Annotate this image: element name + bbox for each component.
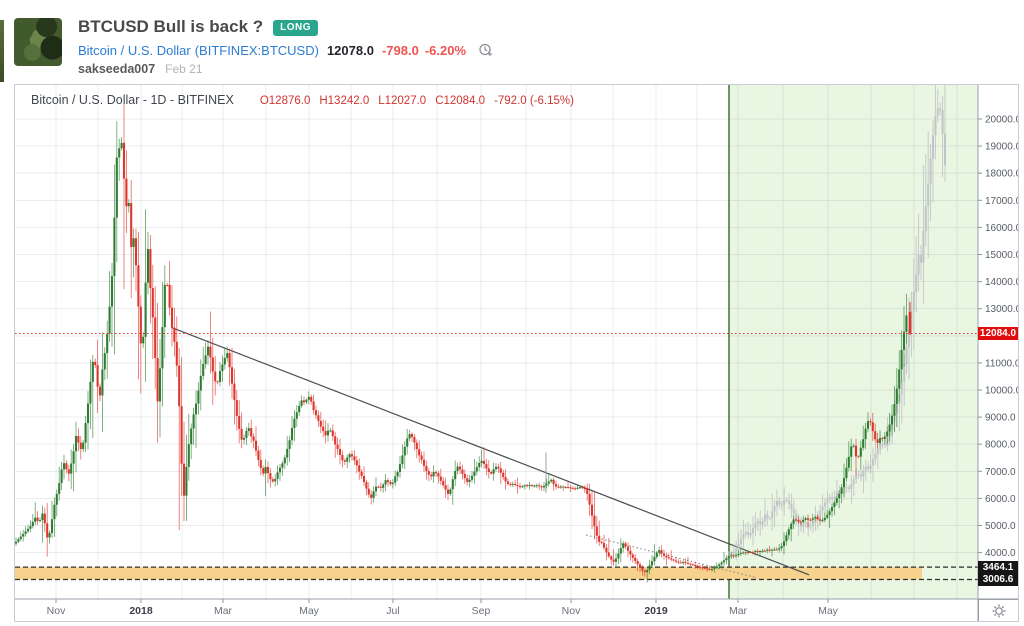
symbol-row: Bitcoin / U.S. Dollar (BITFINEX:BTCUSD) 12… bbox=[78, 42, 493, 60]
candlestick-series bbox=[15, 103, 912, 583]
svg-text:Nov: Nov bbox=[47, 605, 66, 617]
svg-text:May: May bbox=[818, 605, 839, 617]
svg-text:17000.0: 17000.0 bbox=[985, 196, 1018, 207]
title-row: BTCUSD Bull is back ? LONG bbox=[78, 17, 493, 39]
svg-text:7000.0: 7000.0 bbox=[985, 467, 1016, 478]
user-avatar[interactable] bbox=[14, 18, 62, 66]
svg-text:8000.0: 8000.0 bbox=[985, 440, 1016, 451]
chart-card: 4000.0 5000.0 6000.0 7000.0 8000.0 9000.0 1000… bbox=[14, 84, 1019, 622]
svg-text:5000.0: 5000.0 bbox=[985, 521, 1016, 532]
svg-text:Mar: Mar bbox=[214, 605, 233, 617]
svg-text:20000.0: 20000.0 bbox=[985, 115, 1018, 126]
ohlc-high: H13242.0 bbox=[319, 95, 370, 107]
price-chart[interactable]: 4000.0 5000.0 6000.0 7000.0 8000.0 9000.0 1000… bbox=[15, 85, 1018, 621]
ohlc-close: C12084.0 bbox=[435, 95, 486, 107]
svg-text:18000.0: 18000.0 bbox=[985, 169, 1018, 180]
publish-date: Feb 21 bbox=[165, 62, 203, 76]
direction-badge: LONG bbox=[273, 20, 319, 36]
svg-text:4000.0: 4000.0 bbox=[985, 548, 1016, 559]
symbol-link[interactable]: Bitcoin / U.S. Dollar bbox=[78, 43, 191, 58]
svg-text:2019: 2019 bbox=[644, 605, 668, 617]
chart-legend: Bitcoin / U.S. Dollar - 1D - BITFINEX O12… bbox=[31, 91, 583, 109]
chart-symbol-title: Bitcoin / U.S. Dollar - 1D - BITFINEX bbox=[31, 93, 234, 107]
svg-text:19000.0: 19000.0 bbox=[985, 142, 1018, 153]
svg-text:Sep: Sep bbox=[472, 605, 491, 617]
price-change-percent: -6.20% bbox=[424, 43, 467, 58]
svg-text:Jul: Jul bbox=[386, 605, 399, 617]
author-username[interactable]: sakseeda007 bbox=[78, 62, 156, 76]
svg-text:2018: 2018 bbox=[129, 605, 153, 617]
meta-row: sakseeda007 Feb 21 bbox=[78, 62, 493, 76]
svg-text:Nov: Nov bbox=[562, 605, 581, 617]
gear-icon bbox=[992, 604, 1005, 617]
svg-text:14000.0: 14000.0 bbox=[985, 277, 1018, 288]
alert-clock-icon[interactable] bbox=[478, 42, 493, 60]
symbol-ticker[interactable]: (BITFINEX:BTCUSD) bbox=[194, 43, 319, 58]
svg-text:16000.0: 16000.0 bbox=[985, 223, 1018, 234]
band-bottom-price-badge: 3006.6 bbox=[978, 573, 1018, 587]
ohlc-change: -792.0 (-6.15%) bbox=[494, 95, 574, 107]
svg-text:6000.0: 6000.0 bbox=[985, 494, 1016, 505]
price-change: -798.0 bbox=[381, 43, 419, 58]
svg-text:10000.0: 10000.0 bbox=[985, 386, 1018, 397]
svg-text:11000.0: 11000.0 bbox=[985, 358, 1018, 369]
svg-text:May: May bbox=[299, 605, 320, 617]
ohlc-open: O12876.0 bbox=[259, 95, 311, 107]
svg-text:15000.0: 15000.0 bbox=[985, 250, 1018, 261]
svg-text:Mar: Mar bbox=[729, 605, 748, 617]
last-price: 12078.0 bbox=[326, 43, 374, 58]
ohlc-low: L12027.0 bbox=[378, 95, 427, 107]
svg-text:9000.0: 9000.0 bbox=[985, 413, 1016, 424]
idea-title: BTCUSD Bull is back ? bbox=[78, 17, 264, 36]
axis-settings-button[interactable] bbox=[978, 599, 1018, 621]
band-top-price-badge: 3464.1 bbox=[978, 560, 1018, 574]
svg-text:13000.0: 13000.0 bbox=[985, 304, 1018, 315]
last-price-axis-badge: 12084.0 bbox=[978, 327, 1018, 341]
left-edge-artifact bbox=[0, 20, 4, 82]
